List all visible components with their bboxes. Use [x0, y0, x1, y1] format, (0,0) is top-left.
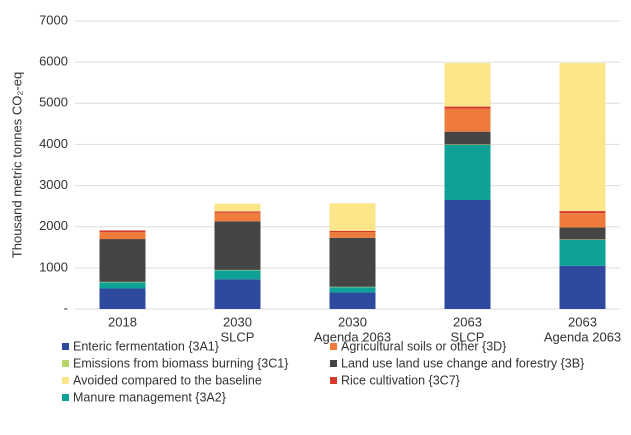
bar-segment [559, 62, 606, 212]
bar-segment [99, 232, 146, 240]
bar-segment [214, 212, 261, 222]
legend-label: Manure management {3A2} [73, 390, 226, 404]
legend-swatch [62, 343, 69, 350]
bar-segment [559, 227, 606, 240]
x-tick-label: 2030 [338, 314, 367, 329]
x-tick-label: SLCP [221, 329, 255, 344]
bar-segment [444, 199, 491, 309]
bar-segment [99, 230, 146, 233]
x-tick-label: 2063 [453, 314, 482, 329]
legend-label: Enteric fermentation {3A1} [73, 339, 219, 353]
bar-segment [329, 292, 376, 309]
bar-segment [329, 237, 376, 287]
y-tick-label: 2000 [39, 218, 68, 233]
legend-swatch [62, 394, 69, 401]
x-tick-label: 2018 [108, 314, 137, 329]
bar-segment [99, 288, 146, 309]
bar-segment [444, 106, 491, 109]
bar-segment [214, 203, 261, 212]
bar-segment [214, 221, 261, 270]
legend-label: Rice cultivation {3C7} [341, 373, 460, 387]
bar-segment [444, 108, 491, 132]
bar-segment [444, 144, 491, 200]
y-tick-label: - [64, 300, 68, 315]
bar-segment [559, 211, 606, 214]
bar-segment [214, 279, 261, 309]
bar-segment [329, 232, 376, 238]
legend-label: Avoided compared to the baseline [73, 373, 262, 387]
y-tick-label: 5000 [39, 95, 68, 110]
bar-segment [214, 211, 261, 213]
legend-swatch [330, 360, 337, 367]
y-tick-label: 3000 [39, 177, 68, 192]
bar-segment [444, 62, 491, 107]
legend-swatch [330, 343, 337, 350]
bar-segment [559, 239, 606, 266]
y-tick-label: 4000 [39, 136, 68, 151]
bar-segment [99, 282, 146, 289]
y-tick-label: 6000 [39, 54, 68, 69]
x-tick-label: 2030 [223, 314, 252, 329]
legend-label: Land use land use change and forestry {3… [341, 356, 584, 370]
y-tick-label: 1000 [39, 259, 68, 274]
legend-swatch [62, 377, 69, 384]
bar-segment [329, 203, 376, 231]
legend-swatch [62, 360, 69, 367]
legend-label: Emissions from biomass burning {3C1} [73, 356, 288, 370]
x-tick-label: Agenda 2063 [544, 329, 621, 344]
x-tick-label: 2063 [568, 314, 597, 329]
bar-segment [559, 265, 606, 309]
bar-segment [329, 287, 376, 293]
bar-segment [99, 239, 146, 282]
bar-segment [559, 213, 606, 228]
bar-segment [329, 230, 376, 233]
x-tick-label: SLCP [451, 329, 485, 344]
y-tick-label: 7000 [39, 12, 68, 27]
y-axis-label: Thousand metric tonnes CO₂-eq [9, 72, 24, 258]
bar-segment [444, 131, 491, 145]
legend-swatch [330, 377, 337, 384]
bar-segment [214, 270, 261, 280]
legend-label: Agricultural soils or other {3D} [341, 339, 506, 353]
x-tick-label: Agenda 2063 [314, 329, 391, 344]
